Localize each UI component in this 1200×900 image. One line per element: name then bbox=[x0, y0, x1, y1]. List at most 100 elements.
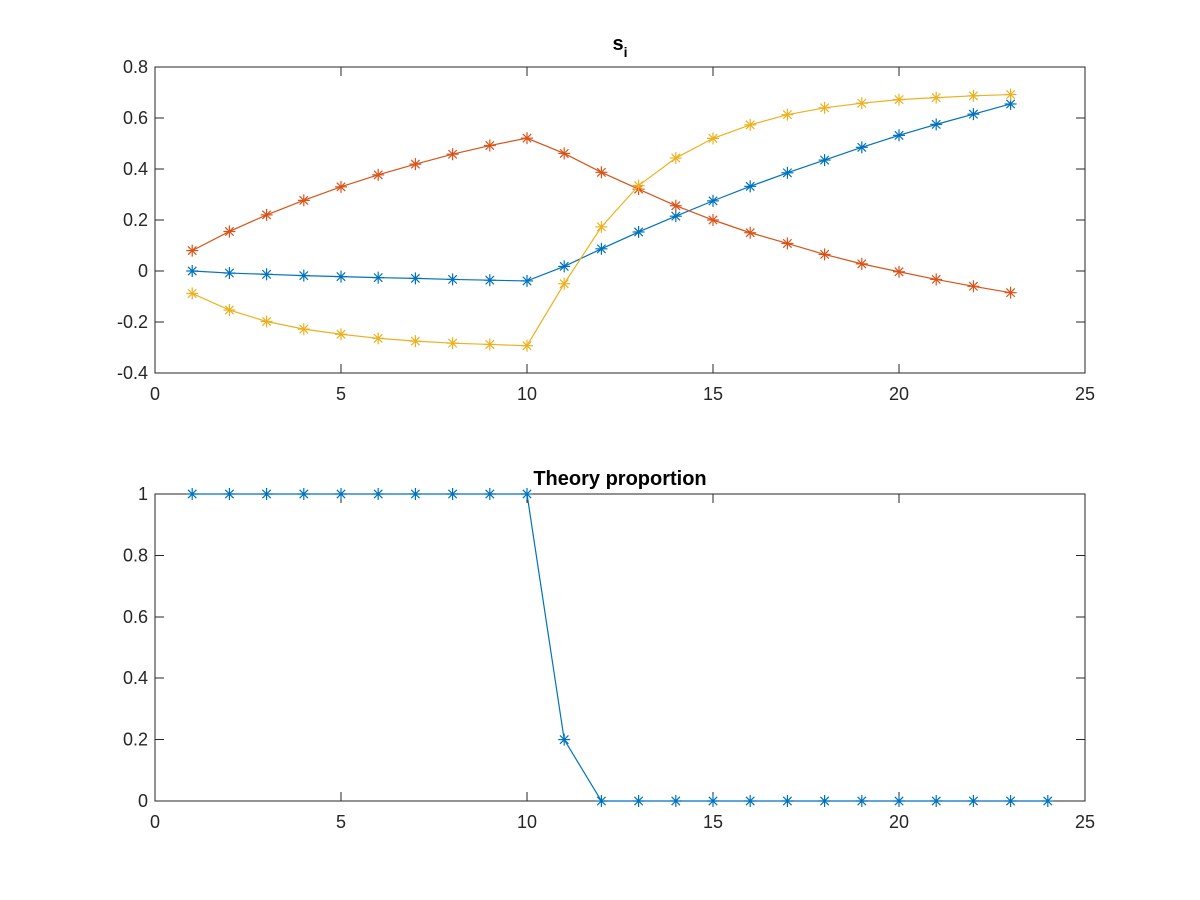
data-point bbox=[595, 166, 608, 179]
data-point bbox=[409, 488, 422, 500]
x-tick-label: 10 bbox=[517, 384, 537, 404]
data-point bbox=[744, 118, 757, 131]
data-point bbox=[186, 244, 199, 257]
marker-stroke bbox=[299, 270, 309, 281]
data-point bbox=[372, 488, 385, 500]
x-tick-label: 0 bbox=[150, 384, 160, 404]
y-tick-label: 0.6 bbox=[123, 108, 148, 128]
y-tick-label: 0.4 bbox=[123, 668, 148, 688]
data-point bbox=[632, 795, 645, 807]
marker-stroke bbox=[708, 796, 718, 806]
marker-stroke bbox=[708, 215, 718, 225]
marker-stroke bbox=[931, 796, 941, 806]
data-point bbox=[930, 795, 943, 807]
marker-stroke bbox=[336, 271, 346, 282]
marker-stroke bbox=[522, 489, 532, 499]
x-tick-label: 5 bbox=[336, 384, 346, 404]
marker-stroke bbox=[559, 148, 569, 159]
data-point bbox=[669, 152, 682, 165]
data-point bbox=[967, 795, 980, 807]
data-point bbox=[781, 108, 794, 121]
marker-stroke bbox=[447, 338, 458, 348]
data-point bbox=[930, 91, 943, 104]
x-tick-label: 15 bbox=[703, 812, 723, 832]
marker-stroke bbox=[336, 489, 346, 499]
data-point bbox=[818, 248, 831, 261]
marker-stroke bbox=[596, 222, 607, 232]
marker-stroke bbox=[1005, 288, 1016, 298]
data-point bbox=[632, 225, 645, 238]
marker-stroke bbox=[224, 268, 235, 278]
data-point bbox=[930, 118, 943, 131]
data-point bbox=[1004, 88, 1017, 101]
marker-stroke bbox=[894, 267, 904, 277]
title-subscript: i bbox=[624, 44, 628, 60]
data-point bbox=[372, 332, 385, 345]
data-point bbox=[818, 154, 831, 167]
marker-stroke bbox=[931, 119, 941, 129]
marker-stroke bbox=[745, 228, 755, 238]
marker-stroke bbox=[596, 796, 607, 806]
chart-title-theory-proportion: Theory proportion bbox=[533, 468, 706, 490]
marker-stroke bbox=[410, 273, 421, 284]
marker-stroke bbox=[373, 273, 383, 283]
y-tick-label: 0 bbox=[138, 791, 148, 811]
data-point bbox=[446, 337, 459, 350]
marker-stroke bbox=[559, 279, 569, 289]
data-point bbox=[595, 795, 608, 807]
x-tick-label: 20 bbox=[889, 812, 909, 832]
data-point bbox=[744, 795, 757, 807]
x-tick-label: 0 bbox=[150, 812, 160, 832]
marker-stroke bbox=[1043, 796, 1053, 806]
marker-stroke bbox=[410, 159, 421, 169]
x-tick-label: 25 bbox=[1075, 384, 1095, 404]
data-point bbox=[595, 220, 608, 233]
data-point bbox=[558, 277, 571, 290]
marker-stroke bbox=[708, 196, 718, 206]
marker-stroke bbox=[485, 140, 495, 151]
marker-stroke bbox=[447, 489, 458, 499]
data-point bbox=[260, 315, 273, 328]
marker-stroke bbox=[633, 180, 644, 191]
data-point bbox=[483, 338, 496, 351]
x-tick-label: 15 bbox=[703, 384, 723, 404]
marker-stroke bbox=[968, 109, 979, 119]
data-point bbox=[967, 89, 980, 102]
data-point bbox=[335, 180, 347, 193]
data-point bbox=[669, 210, 682, 223]
marker-stroke bbox=[857, 98, 867, 108]
marker-stroke bbox=[819, 103, 830, 113]
marker-stroke bbox=[1005, 89, 1016, 100]
marker-stroke bbox=[336, 182, 346, 192]
marker-stroke bbox=[819, 249, 830, 260]
data-point bbox=[186, 265, 199, 277]
y-tick-label: 0.2 bbox=[123, 730, 148, 750]
marker-stroke bbox=[671, 153, 681, 163]
series-line-1 bbox=[192, 493, 1048, 802]
marker-stroke bbox=[633, 796, 644, 806]
marker-stroke bbox=[931, 92, 941, 103]
marker-stroke bbox=[782, 110, 793, 120]
data-point bbox=[893, 265, 905, 278]
marker-stroke bbox=[671, 201, 681, 211]
data-point bbox=[707, 132, 719, 145]
marker-stroke bbox=[522, 341, 532, 351]
marker-stroke bbox=[187, 245, 197, 256]
data-point bbox=[260, 268, 273, 281]
data-point bbox=[446, 273, 459, 286]
marker-stroke bbox=[410, 336, 421, 346]
marker-stroke bbox=[299, 195, 309, 205]
data-point bbox=[223, 488, 236, 500]
data-point bbox=[893, 129, 905, 142]
data-point bbox=[855, 257, 868, 270]
data-point bbox=[446, 148, 459, 161]
marker-stroke bbox=[968, 281, 979, 291]
data-point bbox=[409, 158, 422, 171]
subplot-s-i: 0 5 10 15 20 25 -0.4 -0.2 0 0.2 0.4 0.6 0.8 si bbox=[117, 33, 1095, 404]
data-point bbox=[855, 97, 868, 110]
marker-stroke bbox=[968, 91, 979, 101]
y-tick-label: 0 bbox=[138, 261, 148, 281]
marker-stroke bbox=[261, 489, 272, 499]
marker-stroke bbox=[299, 324, 309, 334]
